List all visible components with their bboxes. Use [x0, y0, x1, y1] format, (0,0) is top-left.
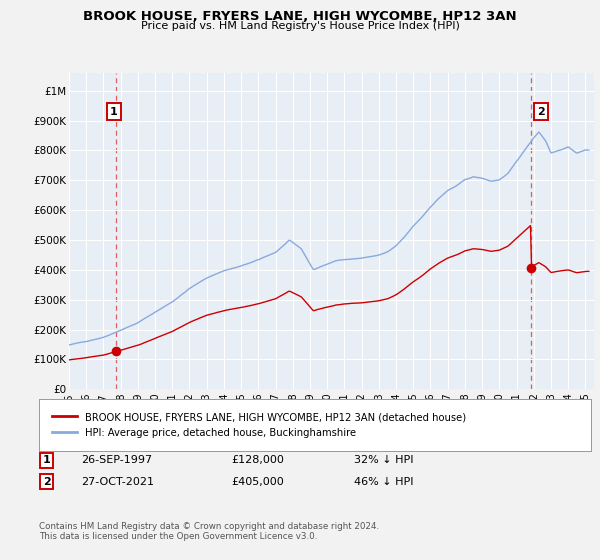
Text: £128,000: £128,000 — [231, 455, 284, 465]
Text: BROOK HOUSE, FRYERS LANE, HIGH WYCOMBE, HP12 3AN: BROOK HOUSE, FRYERS LANE, HIGH WYCOMBE, … — [83, 10, 517, 23]
Text: 1: 1 — [43, 455, 50, 465]
Text: 2: 2 — [43, 477, 50, 487]
Text: 46% ↓ HPI: 46% ↓ HPI — [354, 477, 413, 487]
Text: £405,000: £405,000 — [231, 477, 284, 487]
Text: 26-SEP-1997: 26-SEP-1997 — [81, 455, 152, 465]
Text: 32% ↓ HPI: 32% ↓ HPI — [354, 455, 413, 465]
Text: 27-OCT-2021: 27-OCT-2021 — [81, 477, 154, 487]
Text: Contains HM Land Registry data © Crown copyright and database right 2024.
This d: Contains HM Land Registry data © Crown c… — [39, 522, 379, 542]
Text: Price paid vs. HM Land Registry's House Price Index (HPI): Price paid vs. HM Land Registry's House … — [140, 21, 460, 31]
Text: 2: 2 — [537, 106, 545, 116]
Legend: BROOK HOUSE, FRYERS LANE, HIGH WYCOMBE, HP12 3AN (detached house), HPI: Average : BROOK HOUSE, FRYERS LANE, HIGH WYCOMBE, … — [49, 408, 470, 442]
Text: 1: 1 — [110, 106, 118, 116]
